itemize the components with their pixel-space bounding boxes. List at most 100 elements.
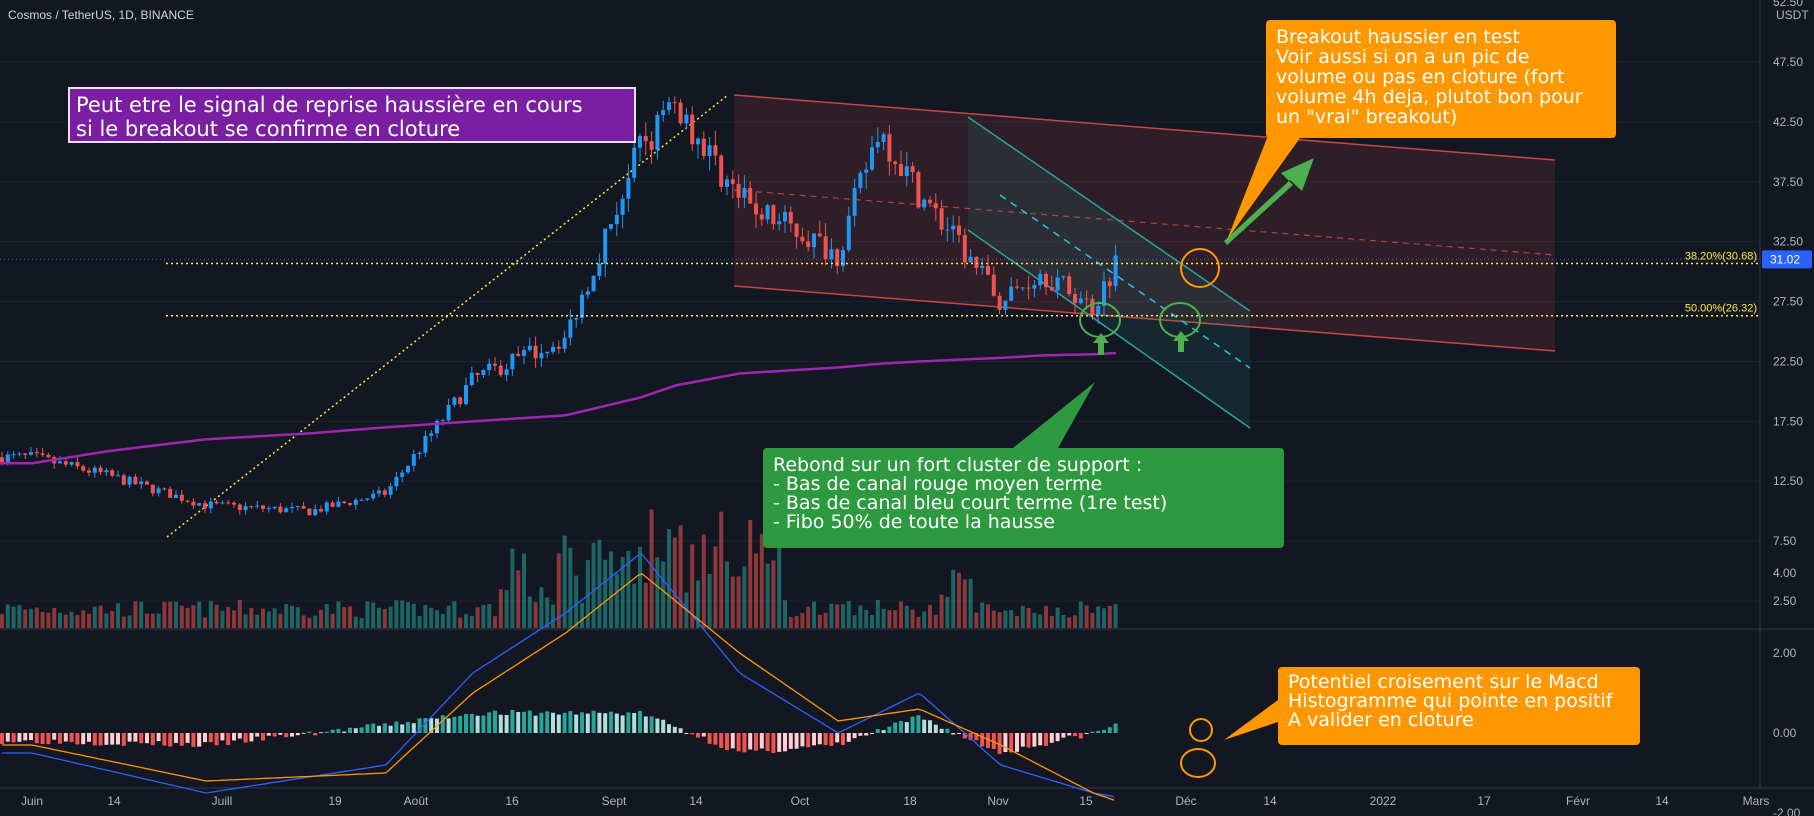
macd-histogram-bar	[1113, 723, 1118, 733]
candle-body	[551, 346, 555, 352]
candle-body	[742, 187, 747, 198]
volume-bar	[1107, 606, 1112, 628]
macd-histogram-bar	[58, 733, 62, 744]
macd-histogram-bar	[23, 733, 28, 741]
macd-histogram-bar	[29, 733, 33, 741]
candle-body	[1113, 255, 1118, 287]
volume-bar	[939, 594, 944, 628]
candle-body	[904, 166, 909, 176]
volume-bar	[237, 600, 242, 628]
candle-body	[98, 467, 103, 473]
macd-histogram-bar	[197, 733, 202, 747]
volume-bar	[504, 590, 509, 628]
candle-body	[655, 115, 660, 150]
breakout-circle	[1180, 248, 1220, 288]
volume-bar	[174, 601, 178, 628]
volume-bar	[672, 537, 677, 628]
candle-body	[156, 488, 161, 494]
candle-body	[174, 494, 178, 498]
volume-bar	[272, 608, 277, 628]
macd-histogram-bar	[817, 733, 822, 745]
volume-bar	[429, 607, 434, 628]
candle-body	[609, 224, 613, 229]
macd-histogram-bar	[957, 733, 961, 734]
volume-bar	[626, 550, 631, 628]
candle-body	[835, 249, 840, 267]
macd-histogram-bar	[388, 725, 393, 733]
candle-body	[63, 461, 68, 465]
candle-body	[458, 397, 463, 405]
macd-histogram-bar	[110, 733, 115, 745]
candle-body	[997, 295, 1002, 310]
volume-bar	[116, 603, 120, 628]
price-tick-label: 2.50	[1773, 594, 1797, 608]
volume-bar	[458, 617, 463, 628]
candle-body	[11, 454, 16, 456]
volume-bar	[87, 613, 91, 628]
candle-body	[435, 420, 439, 434]
volume-bar	[203, 617, 207, 628]
candle-body	[481, 370, 486, 375]
macd-histogram-bar	[1038, 733, 1043, 746]
candle-body	[1038, 273, 1043, 286]
macd-histogram-bar	[759, 733, 764, 749]
candle-body	[301, 506, 306, 509]
candle-body	[661, 110, 666, 116]
volume-bar	[365, 601, 370, 628]
macd-histogram-bar	[1044, 733, 1048, 746]
macd-histogram-bar	[452, 716, 457, 733]
macd-histogram-bar	[696, 733, 700, 738]
volume-bar	[156, 613, 161, 628]
candle-body	[928, 199, 932, 204]
macd-histogram-bar	[986, 733, 990, 749]
volume-bar	[812, 601, 816, 628]
volume-bar	[730, 576, 735, 628]
candle-body	[591, 275, 596, 292]
volume-bar	[179, 605, 184, 628]
volume-bar	[678, 525, 683, 628]
axes: 47.50 42.50 37.50 32.50 27.50 22.50 17.50 12.50…	[21, 0, 1812, 816]
macd-histogram-bar	[127, 733, 132, 742]
macd-histogram-bar	[440, 715, 445, 733]
candle-body	[1067, 276, 1072, 295]
macd-tick-label: 4.00	[1773, 566, 1797, 580]
candle-body	[440, 420, 445, 422]
volume-bar	[835, 604, 840, 628]
volume-bar	[452, 601, 457, 628]
volume-bar	[40, 611, 45, 628]
macd-histogram-bar	[232, 733, 236, 741]
volume-bar	[527, 596, 532, 628]
volume-bar	[81, 610, 86, 628]
volume-bar	[568, 547, 573, 628]
candle-body	[632, 147, 637, 178]
volume-bar	[197, 601, 202, 628]
volume-bar	[667, 529, 671, 628]
macd-histogram-bar	[243, 733, 248, 743]
candle-body	[168, 488, 173, 498]
candle-body	[864, 169, 869, 173]
time-tick-label: 19	[328, 794, 342, 808]
volume-bar	[191, 605, 196, 628]
candle-body	[638, 136, 642, 148]
candle-body	[672, 102, 677, 104]
volume-bar	[5, 604, 10, 628]
candle-body	[817, 233, 822, 237]
red-channel-top	[733, 94, 1556, 161]
volume-bar	[771, 560, 776, 628]
macd-histogram-bar	[377, 725, 381, 733]
macd-histogram-bar	[1107, 727, 1112, 733]
volume-bar	[638, 546, 642, 628]
macd-histogram-bar	[968, 733, 973, 741]
candle-body	[597, 263, 602, 276]
macd-histogram-bar	[1102, 729, 1106, 733]
candle-body	[754, 203, 758, 215]
macd-histogram-bar	[556, 714, 561, 733]
volume-bar	[603, 559, 608, 628]
volume-bar	[133, 601, 138, 628]
candle-body	[991, 274, 996, 296]
volume-bar	[875, 600, 880, 628]
candle-body	[40, 453, 45, 455]
candle-body	[870, 147, 874, 170]
macd-histogram-bar	[614, 713, 619, 733]
